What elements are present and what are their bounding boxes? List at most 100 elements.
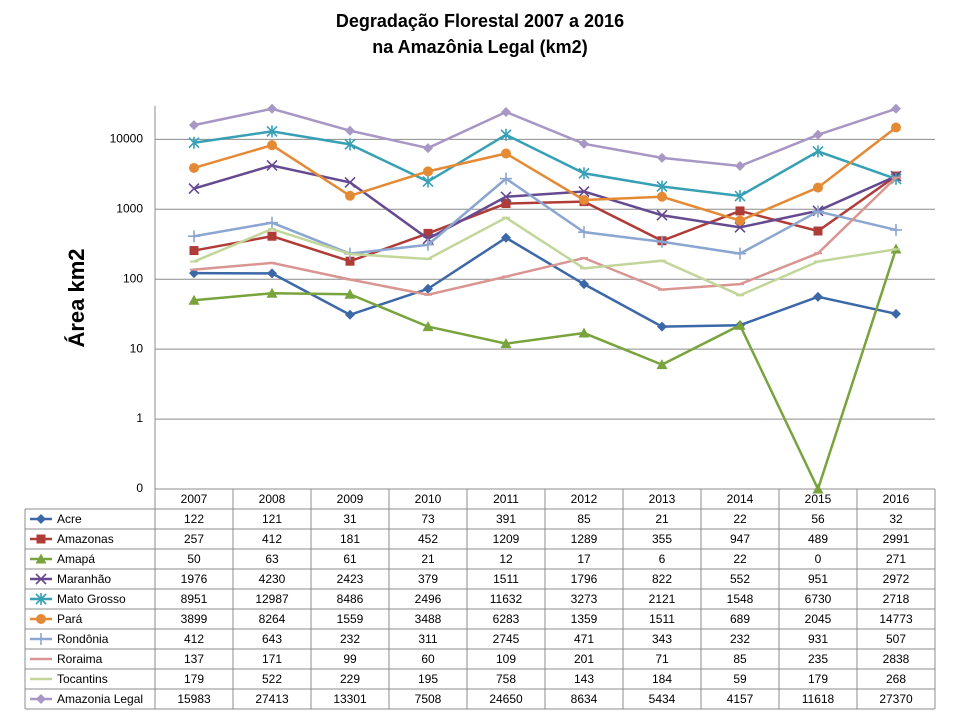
table-cell: 1289 (571, 532, 598, 546)
marker (578, 327, 590, 338)
table-cell: 643 (262, 632, 282, 646)
series-line (193, 177, 897, 255)
table-cell: 1548 (727, 592, 754, 606)
marker (891, 122, 901, 133)
table-cell: 2496 (415, 592, 442, 606)
series-line (193, 107, 897, 168)
marker (734, 247, 746, 260)
table-cell: 171 (262, 652, 282, 666)
legend-label: Mato Grosso (57, 592, 126, 606)
table-cell: 3899 (181, 612, 208, 626)
y-tick-label: 0 (136, 481, 143, 495)
series-line (193, 176, 897, 297)
table-cell: 13301 (333, 692, 367, 706)
table-cell: 507 (886, 632, 906, 646)
table-cell: 11632 (490, 592, 523, 606)
marker (891, 308, 901, 319)
marker (812, 483, 824, 494)
marker (266, 159, 278, 172)
marker (578, 185, 590, 198)
table-cell: 268 (886, 672, 906, 686)
marker (813, 129, 823, 140)
table-cell: 235 (808, 652, 828, 666)
table-cell: 8634 (571, 692, 598, 706)
marker (813, 226, 823, 236)
table-cell: 24650 (489, 692, 523, 706)
table-cell: 137 (184, 652, 204, 666)
table-cell: 3488 (415, 612, 442, 626)
marker (812, 205, 824, 218)
table-cell: 0 (815, 552, 822, 566)
table-cell: 412 (262, 532, 282, 546)
x-tick-label: 2013 (649, 492, 676, 506)
table-cell: 201 (574, 652, 594, 666)
chart-title: na Amazônia Legal (km2) (372, 37, 587, 57)
table-cell: 2838 (883, 652, 910, 666)
marker (735, 215, 745, 226)
x-tick-label: 2008 (259, 492, 286, 506)
marker (656, 235, 668, 248)
table-cell: 758 (496, 672, 516, 686)
marker (500, 338, 512, 349)
table-cell: 522 (262, 672, 282, 686)
series-line (193, 174, 897, 263)
table-cell: 63 (265, 552, 279, 566)
marker (578, 226, 590, 239)
x-tick-label: 2011 (493, 492, 519, 506)
table-cell: 21 (655, 512, 669, 526)
legend-label: Tocantins (57, 672, 108, 686)
table-cell: 121 (262, 512, 282, 526)
table-cell: 60 (421, 652, 435, 666)
marker (189, 120, 199, 131)
marker (656, 359, 668, 370)
marker (423, 228, 433, 238)
marker (267, 231, 277, 241)
series-line (193, 126, 897, 222)
table-cell: 1559 (337, 612, 364, 626)
marker (500, 191, 512, 203)
table-cell: 1796 (571, 572, 598, 586)
table-cell: 232 (730, 632, 750, 646)
table-cell: 1511 (493, 572, 519, 586)
marker (657, 321, 667, 332)
table-cell: 6730 (805, 592, 832, 606)
legend-label: Amazonia Legal (57, 692, 143, 706)
table-cell: 32 (889, 512, 903, 526)
legend-label: Amazonas (57, 532, 114, 546)
marker (267, 268, 277, 279)
table-cell: 50 (187, 552, 201, 566)
table-cell: 85 (733, 652, 747, 666)
marker (36, 514, 46, 524)
table-cell: 122 (184, 512, 204, 526)
table-cell: 2121 (649, 592, 676, 606)
table-cell: 452 (418, 532, 438, 546)
table-cell: 195 (418, 672, 438, 686)
table-cell: 14773 (879, 612, 913, 626)
marker (266, 216, 278, 229)
marker (423, 166, 433, 177)
marker (656, 180, 668, 193)
table-cell: 229 (340, 672, 360, 686)
table-cell: 184 (652, 672, 672, 686)
table-cell: 15983 (177, 692, 211, 706)
table-cell: 73 (421, 512, 435, 526)
legend-label: Amapá (57, 552, 95, 566)
marker (188, 294, 200, 305)
table-cell: 257 (184, 532, 204, 546)
marker (501, 232, 511, 243)
marker (344, 288, 356, 299)
table-cell: 355 (652, 532, 672, 546)
legend-label: Rondônia (57, 632, 109, 646)
marker (735, 161, 745, 172)
table-cell: 99 (343, 652, 357, 666)
y-tick-label: 10000 (110, 132, 144, 146)
table-cell: 11618 (802, 692, 835, 706)
table-cell: 179 (808, 672, 828, 686)
table-cell: 27370 (879, 692, 913, 706)
table-cell: 232 (340, 632, 360, 646)
marker (656, 209, 668, 221)
marker (188, 136, 200, 149)
chart-title: Degradação Florestal 2007 a 2016 (336, 11, 624, 31)
table-cell: 85 (577, 512, 591, 526)
table-cell: 8264 (259, 612, 286, 626)
